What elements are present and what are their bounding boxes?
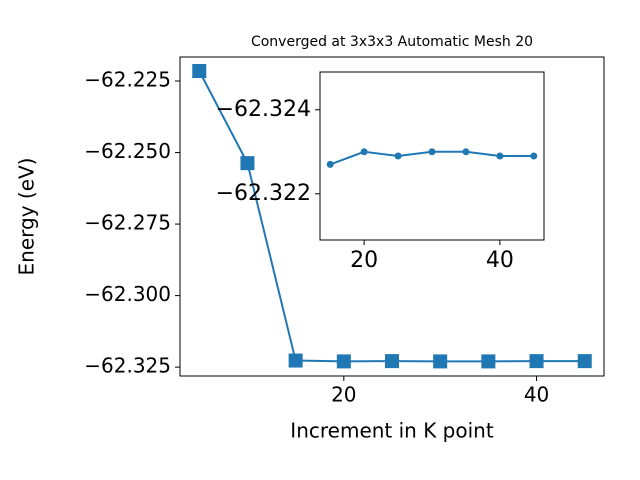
y-tick-label: −62.324 <box>216 97 311 122</box>
marker <box>496 152 504 160</box>
marker <box>360 148 368 156</box>
y-tick-label: −62.322 <box>216 181 311 206</box>
marker <box>530 152 538 160</box>
x-axis-label: Increment in K point <box>290 419 494 443</box>
y-tick-label: −62.325 <box>84 354 171 378</box>
marker <box>240 156 255 171</box>
y-tick-label: −62.275 <box>84 211 171 235</box>
marker <box>529 354 544 369</box>
marker <box>462 148 470 156</box>
y-tick-label: −62.300 <box>84 282 171 306</box>
marker <box>428 148 436 156</box>
x-tick-label: 40 <box>486 248 514 273</box>
marker <box>385 354 399 369</box>
marker <box>336 354 351 369</box>
marker <box>481 354 496 369</box>
y-tick-label: −62.250 <box>84 139 171 163</box>
marker <box>192 64 207 79</box>
marker <box>288 353 303 368</box>
x-tick-label: 20 <box>331 383 356 407</box>
x-tick-label: 40 <box>524 383 549 407</box>
marker <box>577 354 592 369</box>
marker <box>433 354 448 369</box>
marker <box>394 152 402 160</box>
y-axis-label: Energy (eV) <box>15 158 39 276</box>
chart-title: Converged at 3x3x3 Automatic Mesh 20 <box>251 34 533 50</box>
x-tick-label: 20 <box>350 248 378 273</box>
marker <box>326 160 334 168</box>
y-tick-label: −62.225 <box>84 68 171 92</box>
